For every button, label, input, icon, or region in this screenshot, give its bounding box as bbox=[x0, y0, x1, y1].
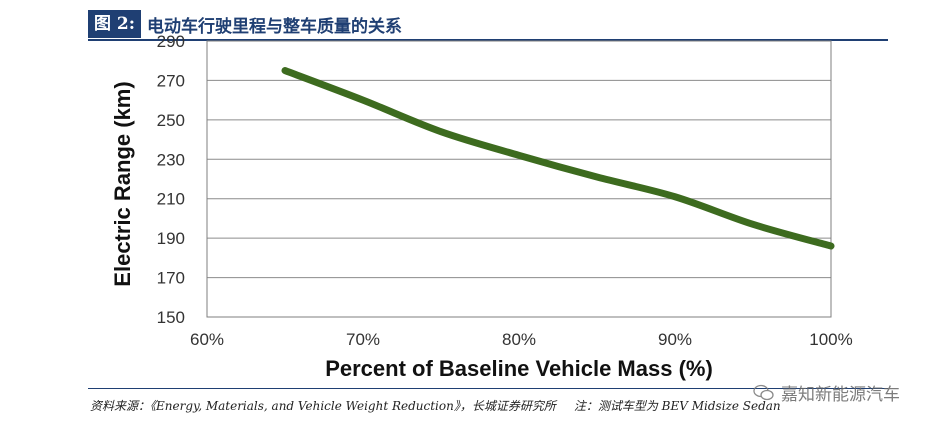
series-line bbox=[281, 67, 835, 250]
x-tick-label: 60% bbox=[190, 330, 224, 349]
y-tick-label: 230 bbox=[157, 150, 185, 169]
figure-title: 电动车行驶里程与整车质量的关系 bbox=[147, 16, 403, 37]
watermark: 嘉知新能源汽车 bbox=[753, 380, 900, 405]
figure-header: 图 2: 电动车行驶里程与整车质量的关系 bbox=[88, 10, 888, 38]
x-tick-label: 100% bbox=[809, 330, 852, 349]
note-text: 注：测试车型为 BEV Midsize Sedan bbox=[573, 399, 781, 413]
source-line: 资料来源：《Energy, Materials, and Vehicle Wei… bbox=[90, 397, 781, 414]
y-tick-label: 210 bbox=[157, 190, 185, 209]
y-axis-label: Electric Range (km) bbox=[110, 81, 135, 286]
y-tick-label: 190 bbox=[157, 229, 185, 248]
y-tick-label: 270 bbox=[157, 71, 185, 90]
x-tick-label: 70% bbox=[346, 330, 380, 349]
source-text: 资料来源：《Energy, Materials, and Vehicle Wei… bbox=[90, 399, 556, 413]
wechat-icon bbox=[753, 384, 774, 400]
y-axis: 150 170 190 210 230 250 270 290 bbox=[157, 32, 185, 327]
x-tick-label: 80% bbox=[502, 330, 536, 349]
y-tick-label: 290 bbox=[157, 32, 185, 51]
x-axis-label: Percent of Baseline Vehicle Mass (%) bbox=[325, 356, 713, 381]
x-tick-label: 90% bbox=[658, 330, 692, 349]
y-tick-label: 250 bbox=[157, 111, 185, 130]
footer-rule bbox=[88, 388, 888, 389]
watermark-text: 嘉知新能源汽车 bbox=[781, 385, 900, 405]
plot-frame bbox=[206, 40, 832, 318]
header-rule bbox=[88, 39, 888, 41]
x-axis: 60% 70% 80% 90% 100% bbox=[190, 330, 853, 349]
y-tick-label: 150 bbox=[157, 308, 185, 327]
y-tick-label: 170 bbox=[157, 269, 185, 288]
figure-tag: 图 2: bbox=[88, 10, 142, 38]
